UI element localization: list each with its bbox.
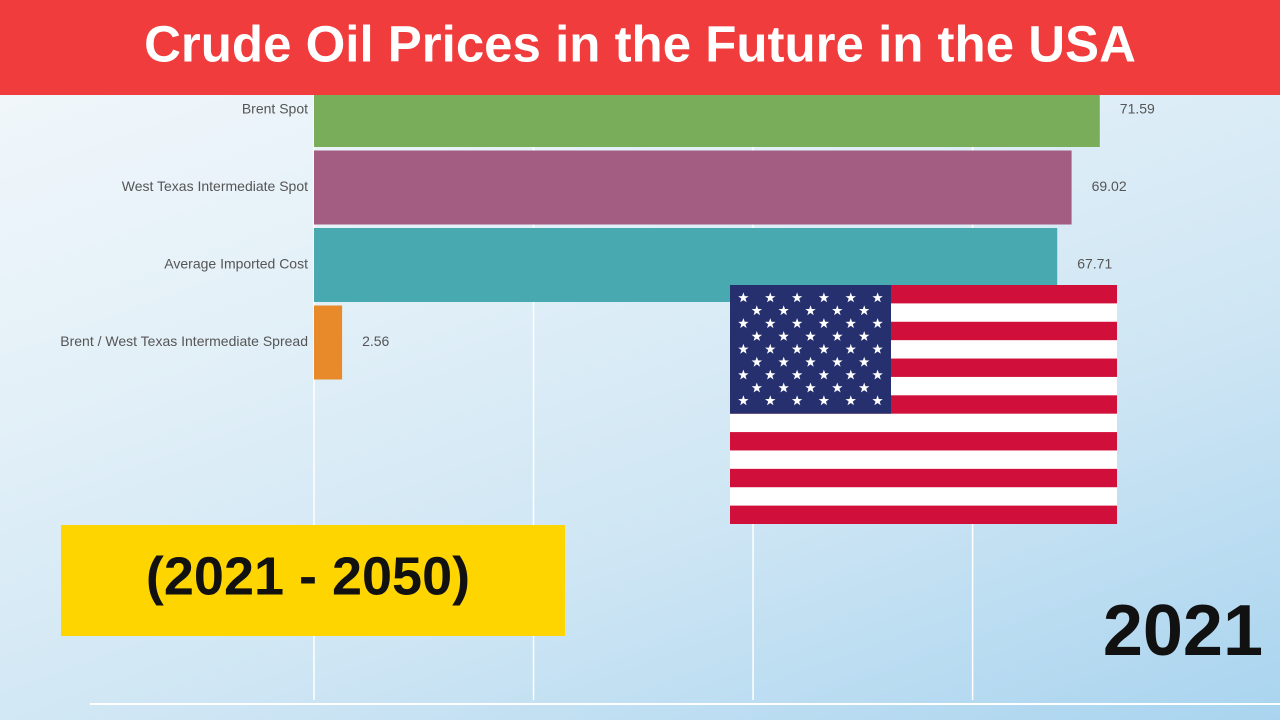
flag-star: [818, 292, 830, 303]
flag-star: [858, 331, 870, 341]
value-label: 67.71: [1077, 256, 1112, 272]
flag-star: [832, 331, 843, 341]
flag-star: [858, 305, 870, 316]
flag-star: [845, 292, 856, 303]
flag-star: [791, 318, 803, 329]
category-label: West Texas Intermediate Spot: [122, 178, 308, 194]
value-label: 69.02: [1092, 178, 1127, 194]
flag-star: [845, 395, 856, 406]
flag-star: [872, 395, 883, 406]
flag-star: [778, 331, 789, 341]
flag-star: [858, 382, 870, 393]
flag-star: [805, 382, 816, 393]
chart-title: Crude Oil Prices in the Future in the US…: [144, 15, 1136, 72]
flag-star: [845, 318, 856, 329]
flag-star: [818, 318, 830, 329]
flag-star: [765, 318, 776, 329]
subtitle-box: [61, 525, 565, 636]
flag-star: [818, 369, 830, 380]
flag-star: [738, 395, 749, 406]
flag-star: [778, 356, 789, 367]
value-label: 71.59: [1120, 101, 1155, 117]
flag-star: [791, 343, 803, 354]
flag-star: [778, 382, 789, 393]
category-label: Brent Spot: [242, 101, 308, 117]
flag-star: [805, 305, 816, 316]
flag-star: [872, 343, 883, 354]
title-bar: [0, 0, 1280, 95]
flag-star: [778, 305, 789, 316]
bar: [314, 305, 343, 380]
flag-stripe: [730, 468, 1117, 488]
flag-star: [791, 369, 803, 380]
flag-star: [805, 356, 816, 367]
flag-star: [738, 343, 749, 354]
category-label: Brent / West Texas Intermediate Spread: [60, 333, 308, 349]
flag-star: [872, 292, 883, 303]
flag-star: [738, 292, 749, 303]
flag-star: [765, 292, 776, 303]
year-label: 2021: [1103, 591, 1263, 671]
flag-star: [751, 331, 763, 341]
flag-star: [765, 369, 776, 380]
flag-star: [818, 395, 830, 406]
flag-star: [751, 356, 763, 367]
value-label: 2.56: [362, 333, 389, 349]
flag-star: [872, 369, 883, 380]
flag-star: [751, 382, 763, 393]
flag-star: [738, 369, 749, 380]
flag-star: [832, 305, 843, 316]
flag-star: [845, 369, 856, 380]
category-label: Average Imported Cost: [164, 256, 308, 272]
flag-star: [872, 318, 883, 329]
flag-stripe: [730, 505, 1117, 524]
flag-star: [751, 305, 763, 316]
flag-star: [818, 343, 830, 354]
subtitle: (2021 - 2050): [146, 546, 470, 606]
flag-star: [791, 292, 803, 303]
bars: Brent Spot 71.59 West Texas Intermediate S…: [60, 73, 1155, 380]
flag-star: [832, 356, 843, 367]
flag-star: [765, 343, 776, 354]
flag-star: [832, 382, 843, 393]
flag-star: [805, 331, 816, 341]
us-flag: [730, 285, 1117, 524]
flag-star: [845, 343, 856, 354]
flag-star: [791, 395, 803, 406]
bar: [314, 150, 1072, 225]
flag-stripe: [730, 432, 1117, 451]
flag-star: [765, 395, 776, 406]
flag-star: [858, 356, 870, 367]
flag-star: [738, 318, 749, 329]
flag-canton: [730, 285, 891, 414]
